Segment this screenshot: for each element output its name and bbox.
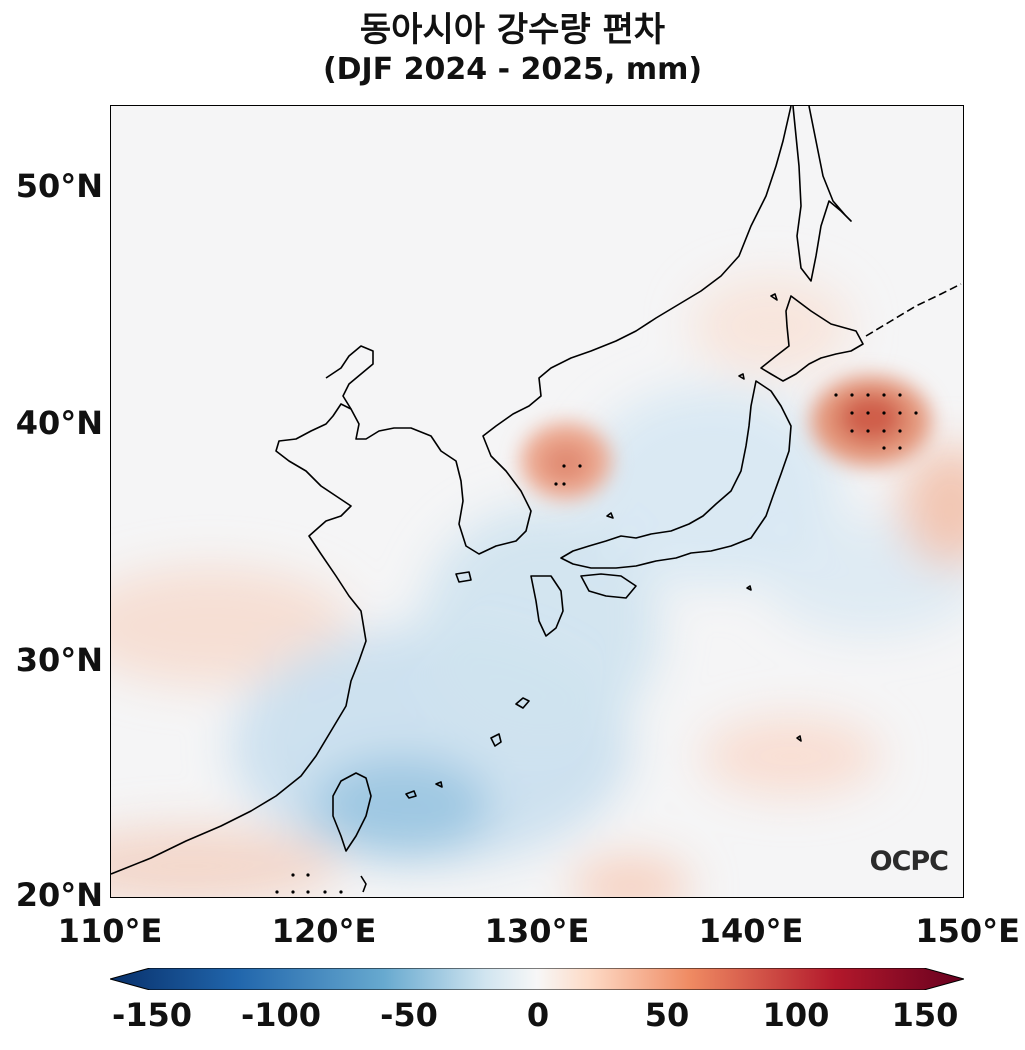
lon-label-150e: 150°E [915,912,1020,950]
anomaly-peaks [521,376,931,499]
map-title: 동아시아 강수량 편차 [359,10,666,50]
colorbar-tick-neg100: -100 [240,996,322,1034]
colorbar-tick-100: 100 [762,996,830,1034]
precipitation-anomaly-map: OCPC [110,105,964,898]
coastlines [111,106,962,893]
colorbar-tick-150: 150 [891,996,959,1034]
lat-label-20n: 20°N [15,876,103,914]
anomaly-field [111,276,963,897]
colorbar-tick-50: 50 [644,996,690,1034]
colorbar [110,968,964,990]
lon-label-110e: 110°E [57,912,163,950]
lat-label-50n: 50°N [15,167,103,205]
colorbar-tick-0: 0 [526,996,550,1034]
ocpc-logo: OCPC [869,846,949,877]
map-canvas [111,106,963,897]
lat-label-40n: 40°N [15,404,103,442]
lat-label-30n: 30°N [15,641,103,679]
lon-label-130e: 130°E [484,912,590,950]
lon-label-140e: 140°E [698,912,804,950]
colorbar-tick-neg150: -150 [111,996,193,1034]
significance-dots [275,393,918,894]
map-subtitle: (DJF 2024 - 2025, mm) [322,52,703,87]
lon-label-120e: 120°E [271,912,377,950]
colorbar-tick-neg50: -50 [380,996,438,1034]
